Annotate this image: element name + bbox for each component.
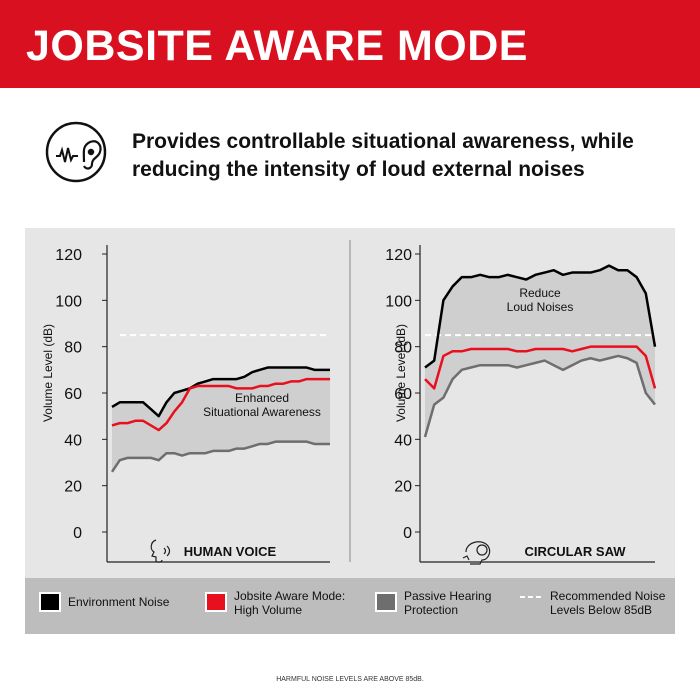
y-tick-label: 120 [55,247,82,264]
x-axis-label: CIRCULAR SAW [524,544,626,559]
page-title: JOBSITE AWARE MODE [26,22,528,70]
annotation: Enhanced Situational Awareness [203,391,321,419]
y-tick-label: 20 [394,479,412,496]
legend-label: Jobsite Aware Mode: High Volume [234,589,346,617]
legend-swatch [205,592,227,612]
y-tick-label: 120 [385,247,412,264]
x-axis-label: HUMAN VOICE [184,544,277,559]
y-tick-label: 40 [64,432,82,449]
legend-label: Recommended Noise Levels Below 85dB [550,589,666,617]
legend-band [25,578,675,634]
y-tick-label: 40 [394,432,412,449]
voice-icon [150,539,171,563]
series-line [423,354,656,438]
y-tick-label: 0 [403,525,412,542]
y-tick-label: 0 [73,525,82,542]
shaded-band [112,367,330,472]
legend-label: Passive Hearing Protection [404,589,492,617]
ear-icon [45,121,107,183]
y-axis-label: Volume Level (dB) [394,324,408,422]
y-tick-label: 80 [64,340,82,357]
y-tick-label: 100 [55,293,82,310]
series-line [111,377,330,432]
legend-swatch [375,592,397,612]
y-axis-label: Volume Level (dB) [41,324,55,422]
y-tick-label: 20 [64,479,82,496]
shaded-band [425,265,655,438]
legend-label: Environment Noise [68,595,170,609]
legend-swatch [39,592,61,612]
subtitle: Provides controllable situational awaren… [132,130,634,181]
header-band [0,0,700,88]
y-tick-label: 60 [64,386,82,403]
y-tick-label: 60 [394,386,412,403]
series-line [110,440,330,473]
series-line [424,345,657,390]
series-line [424,264,657,369]
series-line [111,366,330,418]
y-tick-label: 100 [385,293,412,310]
footer-note: HARMFUL NOISE LEVELS ARE ABOVE 85dB. [276,676,424,683]
y-tick-label: 80 [394,340,412,357]
saw-icon [462,541,491,565]
annotation: Reduce Loud Noises [506,286,574,314]
